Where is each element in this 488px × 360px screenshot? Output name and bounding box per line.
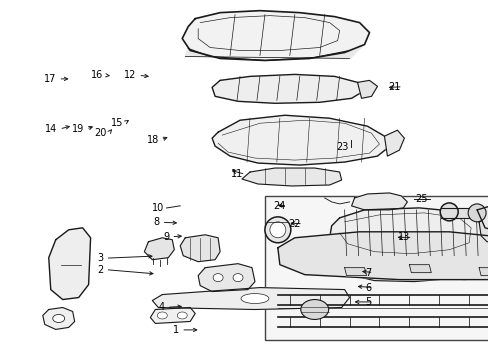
Polygon shape — [277, 232, 488, 280]
Text: 13: 13 — [398, 232, 410, 242]
Polygon shape — [185, 45, 364, 58]
Polygon shape — [351, 193, 407, 210]
Polygon shape — [476, 205, 488, 232]
Ellipse shape — [157, 312, 167, 319]
Text: 24: 24 — [272, 201, 285, 211]
Ellipse shape — [241, 293, 268, 303]
Text: 8: 8 — [153, 217, 160, 227]
Polygon shape — [408, 265, 430, 273]
Polygon shape — [242, 168, 341, 186]
Text: 5: 5 — [365, 297, 371, 307]
Bar — [264, 196, 488, 340]
Polygon shape — [478, 268, 488, 276]
Polygon shape — [212, 75, 361, 103]
Text: 17: 17 — [44, 74, 56, 84]
Text: 11: 11 — [231, 169, 243, 179]
Text: 19: 19 — [72, 124, 84, 134]
Text: 12: 12 — [123, 70, 136, 80]
Polygon shape — [357, 265, 443, 282]
Ellipse shape — [213, 274, 223, 282]
Text: 3: 3 — [97, 253, 103, 263]
Ellipse shape — [439, 203, 457, 221]
Text: 23: 23 — [336, 142, 348, 152]
Polygon shape — [150, 307, 195, 323]
Polygon shape — [182, 11, 369, 60]
Text: 1: 1 — [173, 325, 179, 335]
Ellipse shape — [264, 217, 290, 243]
Polygon shape — [49, 228, 90, 300]
Ellipse shape — [233, 274, 243, 282]
Polygon shape — [357, 80, 377, 98]
Text: 21: 21 — [387, 82, 400, 92]
Ellipse shape — [269, 222, 285, 238]
Text: 22: 22 — [288, 219, 300, 229]
Polygon shape — [329, 208, 483, 260]
Polygon shape — [440, 208, 476, 218]
Polygon shape — [42, 307, 75, 329]
Text: 20: 20 — [95, 128, 107, 138]
Ellipse shape — [177, 312, 187, 319]
Text: 18: 18 — [146, 135, 159, 145]
Text: 25: 25 — [414, 194, 427, 204]
Ellipse shape — [300, 300, 328, 319]
Text: 10: 10 — [152, 203, 164, 213]
Text: 7: 7 — [365, 267, 371, 278]
Text: 15: 15 — [111, 118, 123, 128]
Text: 4: 4 — [158, 302, 164, 312]
Text: 2: 2 — [97, 265, 103, 275]
Polygon shape — [438, 265, 488, 280]
Text: 14: 14 — [45, 124, 57, 134]
Polygon shape — [478, 218, 488, 242]
Text: 6: 6 — [365, 283, 371, 293]
Polygon shape — [198, 264, 254, 292]
Polygon shape — [344, 268, 366, 276]
Polygon shape — [212, 115, 386, 165]
Polygon shape — [152, 288, 349, 310]
Ellipse shape — [467, 204, 485, 222]
Ellipse shape — [53, 315, 64, 323]
Polygon shape — [180, 235, 220, 262]
Text: 16: 16 — [91, 70, 103, 80]
Polygon shape — [144, 238, 174, 260]
Text: 9: 9 — [163, 232, 169, 242]
Polygon shape — [384, 130, 404, 156]
